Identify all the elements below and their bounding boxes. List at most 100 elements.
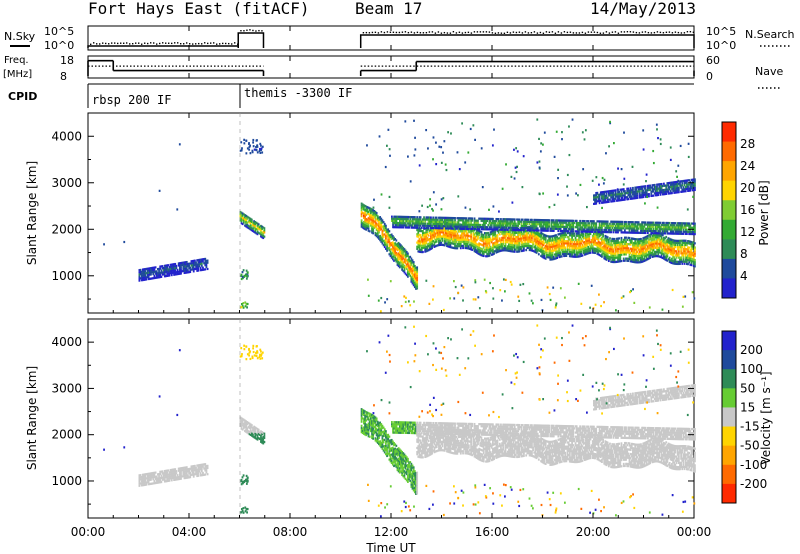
power-cell xyxy=(605,201,608,204)
power-cell xyxy=(442,229,445,232)
power-cell xyxy=(148,267,151,270)
power-cell xyxy=(367,206,370,209)
power-cell xyxy=(449,239,452,242)
power-cell xyxy=(379,234,382,238)
power-cell xyxy=(630,223,633,226)
power-cell xyxy=(487,224,490,227)
power-cell xyxy=(587,252,590,255)
power-cell xyxy=(508,218,510,221)
power-cell xyxy=(596,228,599,231)
power-cell xyxy=(672,249,674,252)
power-cell xyxy=(603,190,606,194)
power-cell xyxy=(549,247,552,251)
power-cell xyxy=(581,254,584,257)
power-cell xyxy=(551,235,554,238)
power-cell xyxy=(189,270,192,274)
power-cell xyxy=(463,232,466,235)
power-cell xyxy=(537,238,540,241)
power-cell xyxy=(141,272,144,275)
power-cell xyxy=(524,222,526,226)
power-cell xyxy=(504,234,507,237)
power-cell xyxy=(632,246,634,249)
power-cell xyxy=(584,232,587,235)
power-cell xyxy=(397,215,400,218)
power-cell xyxy=(371,218,373,222)
power-cell xyxy=(373,212,376,215)
power-cell xyxy=(688,228,691,231)
power-cell xyxy=(687,263,689,266)
nsearch-point xyxy=(689,31,692,33)
power-cell xyxy=(432,220,435,223)
power-cell xyxy=(535,236,538,240)
power-cell xyxy=(558,225,561,228)
power-cell xyxy=(684,248,687,251)
power-cell xyxy=(175,271,178,274)
power-cell xyxy=(192,259,195,262)
power-cell xyxy=(640,240,642,243)
power-cell xyxy=(664,241,666,244)
power-cell xyxy=(666,230,669,233)
power-cell xyxy=(602,235,604,238)
power-cell xyxy=(542,223,545,226)
power-cell xyxy=(566,219,569,222)
power-cell xyxy=(369,214,372,217)
power-cell xyxy=(427,218,430,221)
power-cell xyxy=(173,273,175,276)
power-cell xyxy=(502,224,505,227)
power-cell xyxy=(185,263,188,266)
nsearch-point xyxy=(93,42,95,44)
power-cell xyxy=(568,255,571,258)
power-cell xyxy=(390,248,393,251)
power-cell xyxy=(454,247,456,250)
power-cell xyxy=(593,247,595,250)
power-cell xyxy=(441,229,444,232)
power-cell xyxy=(477,223,479,227)
power-cell xyxy=(671,261,673,265)
power-cell xyxy=(661,189,664,192)
power-cell xyxy=(628,243,631,246)
power-cell xyxy=(607,190,610,193)
nsearch-point xyxy=(629,31,632,33)
power-cell xyxy=(644,221,647,224)
power-cell xyxy=(598,195,601,198)
power-cell xyxy=(256,224,259,227)
power-cell xyxy=(467,217,470,220)
power-cell xyxy=(578,234,580,237)
power-cell xyxy=(458,238,461,241)
power-cell xyxy=(627,243,630,246)
power-cell xyxy=(393,219,396,222)
power-cell xyxy=(244,214,246,217)
power-cell xyxy=(602,201,604,204)
power-cell xyxy=(199,266,202,270)
power-cell xyxy=(485,219,487,223)
power-cell xyxy=(607,224,610,227)
power-cell xyxy=(614,244,617,247)
power-cell xyxy=(475,245,478,248)
power-cell xyxy=(676,254,679,257)
power-cell xyxy=(450,223,453,226)
power-cell xyxy=(502,234,505,237)
power-cell xyxy=(675,224,678,227)
power-cell xyxy=(598,243,601,246)
power-cell xyxy=(675,252,678,255)
power-cell xyxy=(641,241,644,244)
power-cell xyxy=(536,218,539,222)
power-cell xyxy=(369,218,372,221)
power-cell xyxy=(424,233,427,236)
power-cell xyxy=(411,282,414,285)
power-cell xyxy=(425,224,428,227)
power-cell xyxy=(372,223,375,227)
power-cell xyxy=(503,249,506,252)
power-cell xyxy=(366,208,369,211)
power-cell xyxy=(535,220,538,224)
power-cell xyxy=(526,218,529,221)
power-cell xyxy=(382,227,385,230)
power-cell xyxy=(599,244,602,247)
power-cell xyxy=(634,238,637,241)
power-cell xyxy=(480,228,483,231)
power-cell xyxy=(663,247,665,250)
power-cell xyxy=(630,197,633,200)
power-cell xyxy=(565,250,568,253)
power-cell xyxy=(676,222,679,225)
power-cell xyxy=(630,260,633,263)
